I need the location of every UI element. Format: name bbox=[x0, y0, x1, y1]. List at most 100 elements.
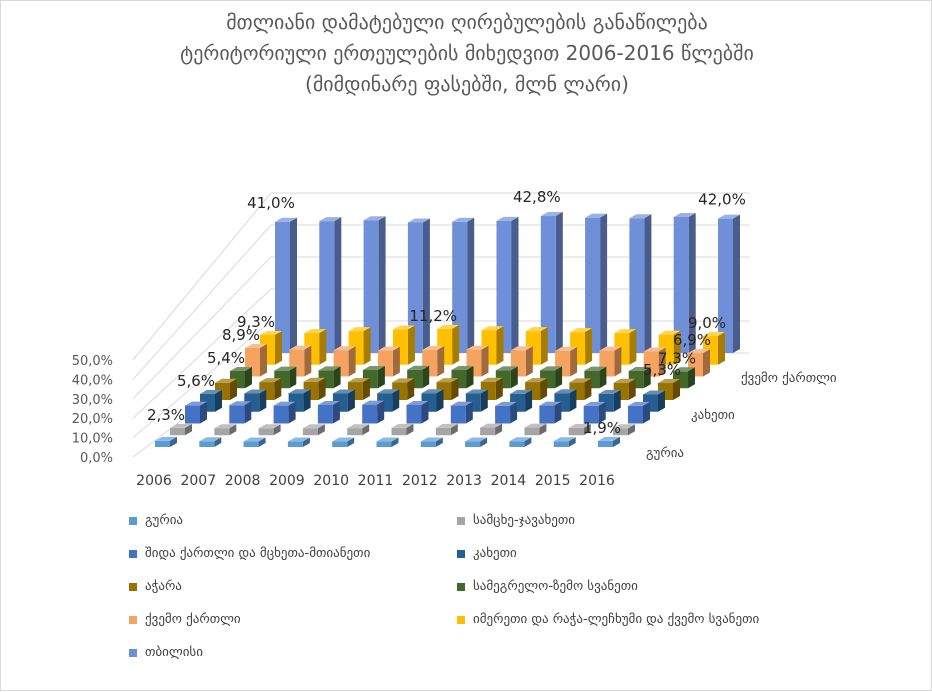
bar bbox=[613, 378, 636, 400]
bar-side bbox=[510, 366, 518, 389]
bar-front bbox=[553, 441, 569, 447]
y-tick-label: 30,0% bbox=[72, 393, 113, 408]
bar-side bbox=[258, 437, 266, 447]
bar bbox=[275, 217, 297, 353]
bar-front bbox=[287, 441, 303, 447]
depth-axis-labels: გურია კახეთი ქვემო ქართლი bbox=[646, 371, 837, 461]
bar-top bbox=[673, 213, 696, 217]
bar-side bbox=[318, 377, 326, 400]
bar-side bbox=[348, 346, 356, 377]
bar bbox=[540, 212, 563, 353]
bar bbox=[629, 214, 652, 353]
bar-top bbox=[200, 389, 222, 394]
bar-side bbox=[378, 216, 386, 353]
bar-top bbox=[348, 327, 371, 332]
bar-side bbox=[347, 437, 355, 447]
bar-front bbox=[258, 428, 274, 436]
legend-label: სამეგრელო-ზემო სვანეთი bbox=[473, 579, 638, 594]
bar-top bbox=[407, 365, 430, 370]
chart-title-line-2: ტერიტორიული ერთეულების მიხედვით 2006-201… bbox=[180, 41, 754, 65]
bar-side bbox=[510, 401, 518, 424]
bar-side bbox=[289, 366, 297, 389]
bar-side bbox=[304, 345, 312, 377]
bar-top bbox=[214, 424, 237, 429]
bar-side bbox=[230, 378, 237, 400]
bar-side bbox=[540, 327, 548, 365]
bar-top bbox=[288, 389, 311, 394]
bar-top bbox=[643, 390, 665, 395]
bar-top bbox=[363, 216, 386, 221]
data-label: 1,9% bbox=[583, 419, 621, 437]
bar bbox=[214, 424, 237, 436]
bar bbox=[435, 423, 458, 436]
bar bbox=[509, 437, 532, 447]
bar-top bbox=[452, 217, 475, 222]
bar-side bbox=[555, 366, 563, 389]
bar-side bbox=[628, 424, 635, 436]
x-tick-label: 2012 bbox=[402, 473, 438, 489]
y-axis-ticks: 0,0% 10,0% 20,0% 30,0% 40,0% 50,0% bbox=[72, 354, 113, 466]
bar-top bbox=[377, 346, 400, 351]
chart-title: მთლიანი დამატებული ღირებულების განაწილებ… bbox=[1, 7, 932, 100]
bar-side bbox=[466, 366, 474, 389]
bar-side bbox=[688, 213, 696, 353]
bar-top bbox=[569, 378, 592, 383]
bar-side bbox=[495, 377, 503, 400]
bar-front bbox=[376, 441, 392, 447]
data-label: 9,3% bbox=[237, 313, 275, 331]
bar-top bbox=[302, 424, 325, 429]
bar-top bbox=[347, 378, 370, 383]
bar-front bbox=[540, 216, 556, 353]
bar-side bbox=[332, 400, 340, 424]
gridline-left bbox=[132, 320, 272, 438]
bar-side bbox=[363, 327, 371, 365]
bar-top bbox=[583, 401, 606, 406]
bar-side bbox=[583, 423, 591, 436]
bar-front bbox=[170, 427, 185, 436]
bar-top bbox=[377, 389, 400, 394]
bar-side bbox=[290, 217, 297, 353]
bar bbox=[452, 217, 475, 353]
bar-top bbox=[525, 378, 548, 383]
bar-top bbox=[274, 366, 297, 371]
bar bbox=[303, 377, 326, 400]
bar-side bbox=[511, 216, 519, 353]
bar-top bbox=[495, 401, 518, 406]
bar-side bbox=[569, 389, 577, 412]
bar bbox=[273, 401, 296, 424]
bar-side bbox=[599, 366, 607, 389]
bar-top bbox=[524, 423, 547, 428]
bar-top bbox=[435, 423, 458, 428]
bar-top bbox=[496, 216, 519, 221]
bar-side bbox=[467, 217, 475, 353]
gridline-left bbox=[132, 256, 272, 400]
bar-side bbox=[451, 378, 459, 400]
legend-label: ქვემო ქართლი bbox=[145, 612, 241, 627]
bar-front bbox=[539, 405, 555, 424]
bar-side bbox=[450, 423, 458, 436]
bar-top bbox=[481, 326, 504, 331]
bar-top bbox=[422, 345, 445, 350]
data-label: 41,0% bbox=[247, 194, 295, 212]
bar-side bbox=[377, 400, 385, 424]
chart-title-line-1: მთლიანი დამატებული ღირებულების განაწილებ… bbox=[226, 10, 708, 34]
bar-side bbox=[319, 329, 327, 365]
bar bbox=[718, 214, 740, 353]
bar-top bbox=[245, 344, 267, 349]
bar-side bbox=[613, 389, 621, 412]
bar-side bbox=[275, 330, 282, 365]
bar-top bbox=[585, 213, 608, 218]
legend-swatch bbox=[129, 615, 137, 624]
legend-item: აჭარა bbox=[129, 579, 182, 594]
bar-front bbox=[319, 221, 335, 353]
bar bbox=[317, 400, 340, 424]
legend-item: სამცხე-ჯავახეთი bbox=[457, 513, 575, 528]
bar bbox=[465, 437, 488, 447]
bar-top bbox=[628, 401, 650, 406]
bar-top bbox=[584, 366, 607, 371]
bar-side bbox=[584, 378, 592, 400]
bar-top bbox=[718, 214, 740, 219]
legend-item: სამეგრელო-ზემო სვანეთი bbox=[457, 579, 638, 594]
legend-item: კახეთი bbox=[457, 546, 517, 561]
bar-front bbox=[199, 441, 215, 447]
